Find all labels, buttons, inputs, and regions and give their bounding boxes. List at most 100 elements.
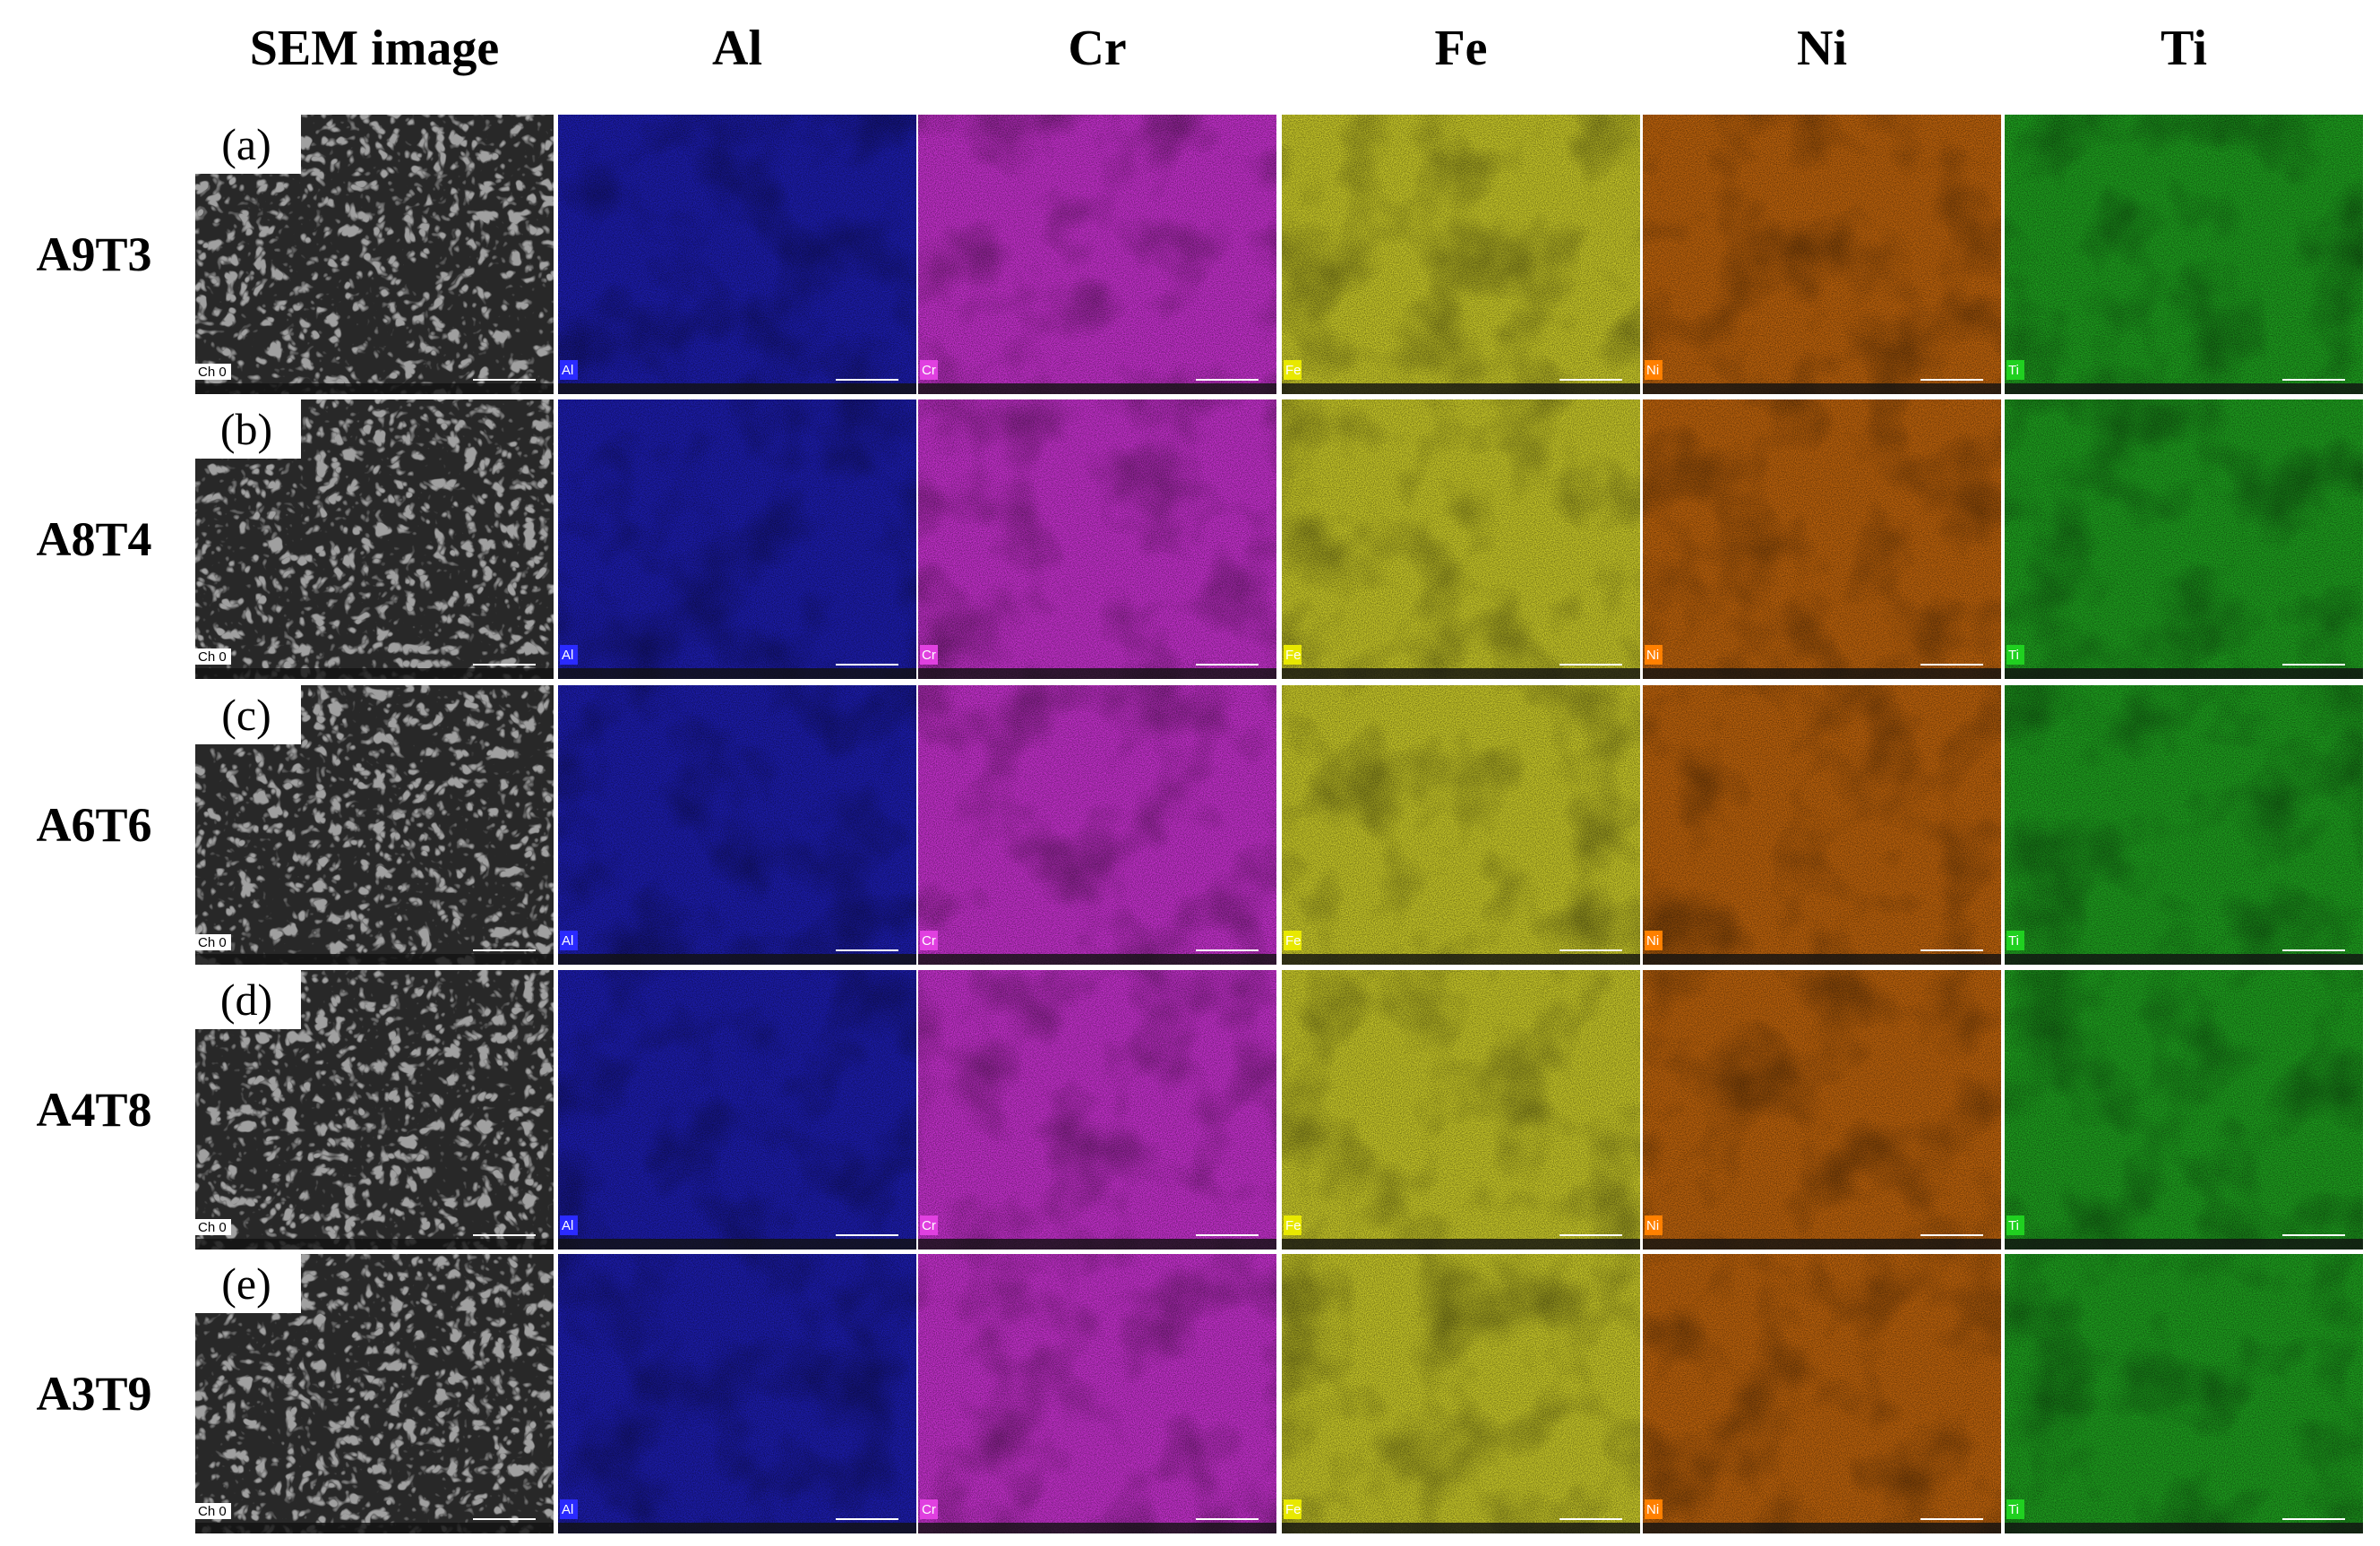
element-badge: Ti (2008, 363, 2019, 378)
info-bar (1282, 1239, 1640, 1250)
map-speckle (1282, 685, 1640, 965)
panel-label-box (195, 115, 301, 174)
element-badge-box (2006, 360, 2024, 380)
panel-label: (e) (221, 1258, 271, 1309)
element-badge-box (2006, 1215, 2024, 1235)
element-badge-box (560, 1215, 578, 1235)
panel-label-box (195, 399, 301, 459)
column-header: Ti (2161, 21, 2207, 76)
element-badge: Ni (1646, 1502, 1659, 1517)
element-badge-box (920, 1499, 938, 1519)
element-badge: Ni (1646, 1218, 1659, 1233)
map-speckle (1643, 399, 2001, 679)
element-badge-box (1284, 1499, 1302, 1519)
info-bar (918, 1523, 1276, 1533)
channel-badge-box (195, 364, 231, 380)
map-speckle (2005, 970, 2363, 1250)
channel-badge: Ch 0 (198, 935, 227, 950)
info-bar (195, 1523, 554, 1533)
info-bar (195, 954, 554, 965)
element-badge-box (1645, 360, 1663, 380)
element-badge-box (920, 645, 938, 665)
column-header: Fe (1434, 21, 1487, 76)
panel-label: (c) (221, 690, 271, 740)
element-badge-box (1284, 645, 1302, 665)
element-badge-box (1645, 645, 1663, 665)
row-label: A3T9 (36, 1367, 151, 1421)
info-bar (1282, 1523, 1640, 1533)
element-badge: Cr (922, 933, 936, 949)
map-speckle (2005, 685, 2363, 965)
column-header: Ni (1797, 21, 1847, 76)
element-badge: Fe (1285, 363, 1302, 378)
map-speckle (2005, 399, 2363, 679)
element-badge: Al (562, 1218, 573, 1233)
info-bar (2005, 1239, 2363, 1250)
element-badge: Cr (922, 1502, 936, 1517)
column-header: Cr (1068, 21, 1126, 76)
channel-badge: Ch 0 (198, 365, 227, 380)
element-badge-box (1284, 360, 1302, 380)
row-label: A6T6 (36, 798, 151, 852)
element-badge: Cr (922, 648, 936, 663)
column-header: Al (712, 21, 762, 76)
channel-badge: Ch 0 (198, 1504, 227, 1519)
element-badge: Fe (1285, 1218, 1302, 1233)
element-badge-box (1645, 1499, 1663, 1519)
map-speckle (1643, 970, 2001, 1250)
info-bar (1643, 1239, 2001, 1250)
panel-label-box (195, 1254, 301, 1313)
info-bar (918, 668, 1276, 679)
map-speckle (2005, 1254, 2363, 1533)
channel-badge: Ch 0 (198, 649, 227, 665)
map-speckle (918, 685, 1276, 965)
panel-label: (b) (220, 404, 272, 454)
element-badge-box (920, 931, 938, 950)
element-badge: Fe (1285, 933, 1302, 949)
panel-label: (d) (220, 975, 272, 1025)
map-speckle (1282, 399, 1640, 679)
map-speckle (1643, 115, 2001, 394)
element-badge: Al (562, 933, 573, 949)
info-bar (1643, 1523, 2001, 1533)
element-badge: Ni (1646, 648, 1659, 663)
map-speckle (918, 399, 1276, 679)
element-badge: Al (562, 648, 573, 663)
channel-badge-box (195, 1219, 231, 1235)
info-bar (558, 383, 916, 394)
info-bar (1282, 383, 1640, 394)
element-badge: Fe (1285, 648, 1302, 663)
map-speckle (2005, 115, 2363, 394)
map-speckle (558, 1254, 916, 1533)
element-badge: Al (562, 1502, 573, 1517)
info-bar (2005, 383, 2363, 394)
info-bar (558, 1523, 916, 1533)
element-badge: Ti (2008, 933, 2019, 949)
map-speckle (1643, 685, 2001, 965)
map-speckle (1282, 970, 1640, 1250)
element-badge: Ni (1646, 933, 1659, 949)
map-speckle (558, 115, 916, 394)
map-speckle (1282, 115, 1640, 394)
column-header: SEM image (250, 21, 499, 76)
info-bar (2005, 954, 2363, 965)
info-bar (1282, 954, 1640, 965)
channel-badge: Ch 0 (198, 1220, 227, 1235)
map-speckle (1643, 1254, 2001, 1533)
info-bar (1643, 954, 2001, 965)
channel-badge-box (195, 934, 231, 950)
element-badge-box (560, 931, 578, 950)
info-bar (558, 1239, 916, 1250)
map-speckle (918, 970, 1276, 1250)
info-bar (1643, 668, 2001, 679)
element-badge-box (2006, 931, 2024, 950)
map-speckle (558, 685, 916, 965)
element-badge-box (920, 360, 938, 380)
element-badge-box (560, 1499, 578, 1519)
element-badge: Al (562, 363, 573, 378)
map-speckle (1282, 1254, 1640, 1533)
element-badge-box (1284, 1215, 1302, 1235)
element-badge: Ti (2008, 648, 2019, 663)
